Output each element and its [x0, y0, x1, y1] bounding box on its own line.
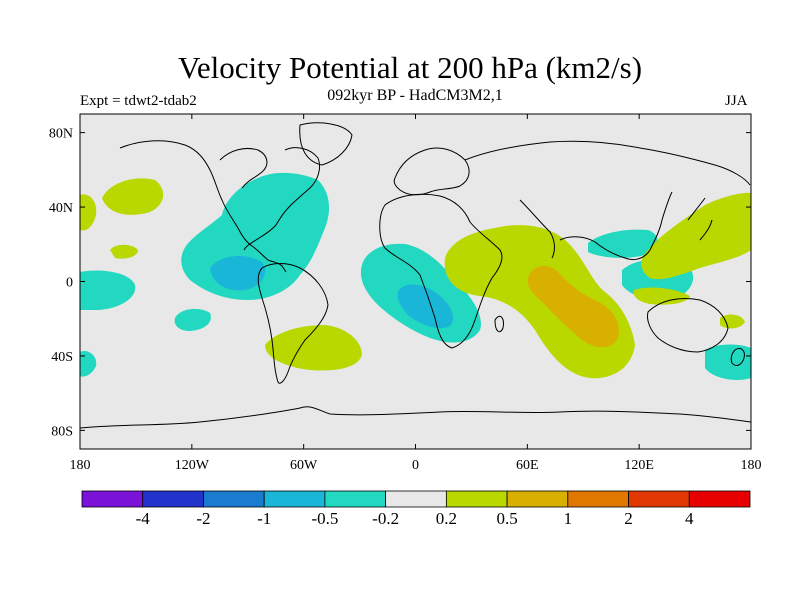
lat-label: 80S	[51, 424, 73, 439]
lon-label: 180	[741, 458, 762, 473]
colorbar-label: 2	[624, 509, 633, 528]
lat-label: 40N	[49, 201, 73, 216]
lat-label: 80N	[49, 127, 73, 142]
contour-neg-south-pacific	[174, 308, 211, 331]
contour-neg-tasman	[705, 344, 751, 380]
contour-field	[80, 122, 751, 429]
colorbar-label: 1	[564, 509, 573, 528]
colorbar-labels: -4 -2 -1 -0.5 -0.2 0.2 0.5 1 2 4	[136, 509, 694, 528]
colorbar-swatch	[263, 490, 326, 508]
coast-japan	[687, 197, 713, 241]
coast-australia	[647, 298, 729, 353]
coast-europe	[393, 147, 470, 196]
contour-neg-core-atlantic	[397, 284, 454, 329]
contour-pos-core-indian	[527, 266, 619, 348]
chart-title: Velocity Potential at 200 hPa (km2/s)	[177, 50, 643, 85]
season-label: JJA	[725, 93, 748, 109]
contour-pos-pacific-small	[110, 244, 138, 259]
lon-label: 0	[412, 458, 419, 473]
lon-label: 60E	[516, 458, 539, 473]
coast-africa	[379, 193, 503, 349]
chart-subtitle: 092kyr BP - HadCM3M2,1	[327, 87, 503, 104]
lon-label: 120E	[624, 458, 654, 473]
contour-pos-eastern-atlantic	[633, 287, 690, 305]
coastlines	[80, 122, 751, 429]
latitude-labels: 80N 40N 0 40S 80S	[49, 127, 73, 440]
colorbar-swatch	[324, 490, 387, 508]
experiment-label: Expt = tdwt2-tdab2	[80, 93, 197, 109]
lon-label: 120W	[175, 458, 210, 473]
lat-label: 40S	[51, 350, 73, 365]
colorbar	[81, 490, 751, 508]
colorbar-label: -1	[257, 509, 271, 528]
colorbar-label: 4	[685, 509, 694, 528]
colorbar-swatch	[506, 490, 569, 508]
coast-north-america	[119, 140, 321, 273]
colorbar-label: 0.2	[436, 509, 457, 528]
lon-label: 60W	[290, 458, 318, 473]
longitude-labels: 180 120W 60W 0 60E 120E 180	[70, 458, 762, 473]
contour-neg-west-pacific	[588, 229, 658, 258]
contour-pos-coral-sea	[720, 314, 745, 329]
colorbar-label: 0.5	[496, 509, 517, 528]
coast-south-america	[257, 263, 329, 384]
colorbar-swatch	[567, 490, 629, 508]
colorbar-label: -0.5	[311, 509, 338, 528]
coast-asia	[464, 140, 751, 261]
contour-neg-core-america	[210, 256, 266, 291]
colorbar-label: -0.2	[372, 509, 399, 528]
coast-new-zealand	[730, 347, 745, 366]
coast-antarctica	[80, 406, 751, 429]
colorbar-swatch	[445, 490, 508, 508]
colorbar-swatch	[385, 490, 447, 508]
colorbar-swatch	[142, 490, 204, 508]
colorbar-swatch	[81, 490, 144, 508]
contour-pos-north-pacific	[102, 178, 164, 215]
colorbar-swatch	[628, 490, 690, 508]
colorbar-label: -4	[136, 509, 151, 528]
contour-neg-southeast-pacific	[80, 350, 97, 377]
colorbar-swatch	[688, 490, 751, 508]
contour-pos-dateline-north	[80, 194, 97, 231]
contour-neg-east-pacific	[80, 270, 136, 310]
coast-madagascar	[494, 315, 504, 333]
coast-greenland	[299, 122, 353, 166]
colorbar-swatch	[203, 490, 265, 508]
contour-pos-south-america	[265, 325, 362, 371]
lon-label: 180	[70, 458, 91, 473]
lat-label: 0	[66, 276, 73, 291]
contour-pos-west-pacific	[641, 192, 751, 280]
axis-ticks	[79, 114, 752, 449]
colorbar-label: -2	[196, 509, 210, 528]
